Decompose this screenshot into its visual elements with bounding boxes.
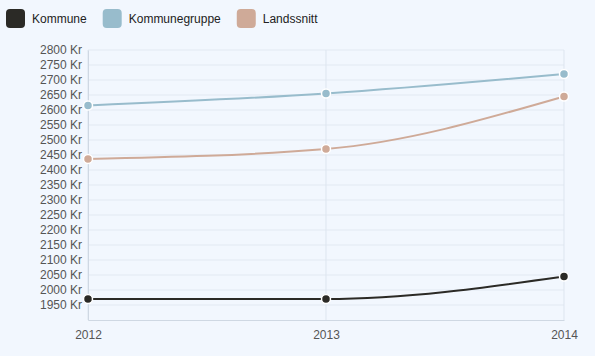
legend-item: Kommune <box>6 9 87 28</box>
legend-swatch <box>237 9 256 28</box>
y-axis-line <box>88 51 89 321</box>
grid <box>88 50 564 320</box>
y-tick-label: 2300 Kr <box>40 193 82 207</box>
legend-item: Kommunegruppe <box>103 9 221 28</box>
y-tick: 2200 Kr <box>40 223 88 237</box>
series-line <box>88 74 564 106</box>
y-tick: 2750 Kr <box>40 58 88 72</box>
legend-swatch <box>103 9 122 28</box>
series-marker <box>84 295 93 304</box>
x-tick: 2013 <box>313 320 340 342</box>
y-tick: 2350 Kr <box>40 178 88 192</box>
plot-area <box>84 70 569 304</box>
legend-item: Landssnitt <box>237 9 318 28</box>
y-tick: 1950 Kr <box>40 298 88 312</box>
legend-label: Landssnitt <box>263 12 318 26</box>
y-tick-label: 2350 Kr <box>40 178 82 192</box>
y-tick-label: 2150 Kr <box>40 238 82 252</box>
y-tick-label: 2700 Kr <box>40 73 82 87</box>
y-tick: 2450 Kr <box>40 148 88 162</box>
legend-label: Kommune <box>32 12 87 26</box>
y-tick-label: 2800 Kr <box>40 43 82 57</box>
series-marker <box>322 145 331 154</box>
series-marker <box>84 101 93 110</box>
y-tick-label: 2200 Kr <box>40 223 82 237</box>
y-tick: 2250 Kr <box>40 208 88 222</box>
y-tick: 2150 Kr <box>40 238 88 252</box>
background <box>0 0 595 356</box>
legend-label: Kommunegruppe <box>129 12 221 26</box>
y-tick: 2000 Kr <box>40 283 88 297</box>
y-tick: 2400 Kr <box>40 163 88 177</box>
series-marker <box>322 295 331 304</box>
y-tick: 2300 Kr <box>40 193 88 207</box>
y-tick: 2600 Kr <box>40 103 88 117</box>
legend: Kommune Kommunegruppe Landssnitt <box>6 9 318 28</box>
x-axis-line <box>89 320 565 321</box>
y-axis: 1950 Kr2000 Kr2050 Kr2100 Kr2150 Kr2200 … <box>40 43 89 320</box>
series-marker <box>322 89 331 98</box>
y-tick-label: 2450 Kr <box>40 148 82 162</box>
x-tick: 2012 <box>75 320 102 342</box>
y-tick-label: 2600 Kr <box>40 103 82 117</box>
series-marker <box>560 272 569 281</box>
series-marker <box>560 92 569 101</box>
y-tick-label: 2100 Kr <box>40 253 82 267</box>
x-tick: 2014 <box>551 320 578 342</box>
y-tick: 2100 Kr <box>40 253 88 267</box>
y-tick-label: 2400 Kr <box>40 163 82 177</box>
y-tick-label: 2050 Kr <box>40 268 82 282</box>
y-tick-label: 2550 Kr <box>40 118 82 132</box>
y-tick-label: 2750 Kr <box>40 58 82 72</box>
y-tick-label: 2650 Kr <box>40 88 82 102</box>
grid-line <box>88 50 89 320</box>
y-tick: 2650 Kr <box>40 88 88 102</box>
series-marker <box>560 70 569 79</box>
y-tick-label: 2500 Kr <box>40 133 82 147</box>
y-tick-label: 1950 Kr <box>40 298 82 312</box>
legend-swatch <box>6 9 25 28</box>
series-line <box>88 97 564 159</box>
x-tick-label: 2012 <box>75 328 102 342</box>
y-tick: 2050 Kr <box>40 268 88 282</box>
chart: 1950 Kr2000 Kr2050 Kr2100 Kr2150 Kr2200 … <box>0 0 595 356</box>
y-tick: 2700 Kr <box>40 73 88 87</box>
y-tick-label: 2000 Kr <box>40 283 82 297</box>
y-tick: 2500 Kr <box>40 133 88 147</box>
x-axis: 2012 2013 2014 <box>75 320 578 342</box>
y-tick: 2550 Kr <box>40 118 88 132</box>
x-tick-label: 2014 <box>551 328 578 342</box>
series-marker <box>84 154 93 163</box>
x-tick-label: 2013 <box>313 328 340 342</box>
y-tick-label: 2250 Kr <box>40 208 82 222</box>
y-tick: 2800 Kr <box>40 43 88 57</box>
